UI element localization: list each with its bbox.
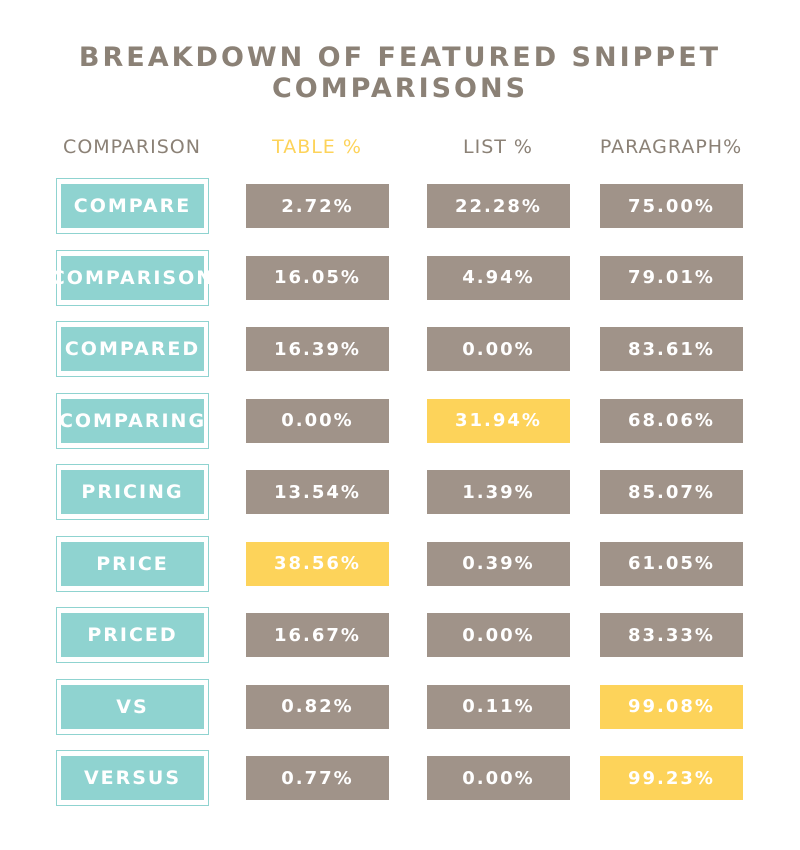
value-cell: 68.06% [600,398,743,443]
value-cell: 0.39% [427,541,570,586]
row-label: VERSUS [61,756,204,800]
row-label: PRICING [61,470,204,514]
value-cell: 16.67% [246,613,389,657]
value-cell: 0.00% [427,327,570,371]
row-label-box: VERSUS [56,750,209,806]
value-cell: 75.00% [600,184,743,228]
row-label: COMPARISON [51,255,212,300]
value-cell: 4.94% [427,255,570,300]
column-header: COMPARISON [63,136,201,158]
value-cell: 0.00% [427,613,570,657]
value-cell: 16.39% [246,327,389,371]
value-cell: 22.28% [427,184,570,228]
row-label-box: PRICED [56,607,209,663]
value-cell: 99.08% [600,684,743,729]
value-cell: 0.00% [427,756,570,800]
value-cell: 0.00% [246,398,389,443]
value-cell: 2.72% [246,184,389,228]
column-header: TABLE % [272,136,362,158]
row-label-box: COMPARING [56,392,209,449]
row-label: COMPARED [61,327,204,371]
value-cell: 79.01% [600,255,743,300]
title: BREAKDOWN OF FEATURED SNIPPET COMPARISON… [78,42,722,104]
value-cell: 0.82% [246,684,389,729]
row-label-box: VS [56,678,209,735]
row-label-box: COMPARED [56,321,209,377]
row-label: PRICE [61,541,204,586]
value-cell: 0.11% [427,684,570,729]
value-cell: 83.61% [600,327,743,371]
row-label-box: COMPARISON [51,249,212,306]
value-cell: 16.05% [246,255,389,300]
value-cell: 38.56% [246,541,389,586]
row-label-box: PRICING [56,464,209,520]
column-header: LIST % [463,136,533,158]
value-cell: 1.39% [427,470,570,514]
row-label: PRICED [61,613,204,657]
value-cell: 13.54% [246,470,389,514]
value-cell: 85.07% [600,470,743,514]
value-cell: 61.05% [600,541,743,586]
row-label: COMPARING [59,398,204,443]
value-cell: 99.23% [600,756,743,800]
value-cell: 31.94% [427,398,570,443]
row-label-box: COMPARE [56,178,209,234]
row-label-box: PRICE [56,535,209,592]
row-label: COMPARE [61,184,204,228]
row-label: VS [61,684,204,729]
column-header: PARAGRAPH% [599,136,743,158]
value-cell: 0.77% [246,756,389,800]
value-cell: 83.33% [600,613,743,657]
